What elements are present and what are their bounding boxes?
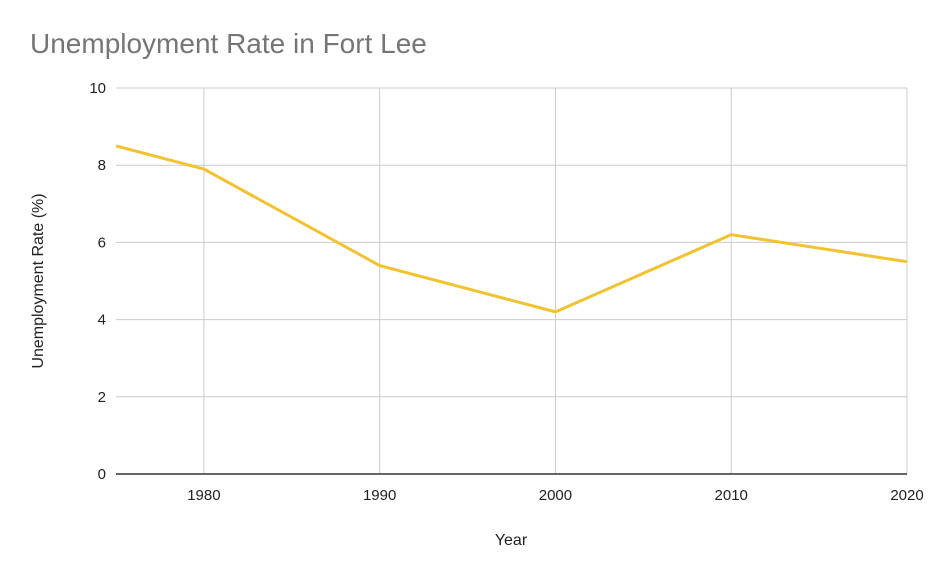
chart-title: Unemployment Rate in Fort Lee: [30, 28, 427, 59]
x-tick-label: 2000: [539, 487, 572, 504]
y-tick-label: 10: [89, 80, 106, 97]
series-group: [116, 146, 907, 312]
y-tick-label: 8: [98, 157, 106, 174]
x-axis-label: Year: [495, 532, 528, 549]
series-line: [116, 146, 907, 312]
y-tick-label: 4: [98, 312, 106, 329]
x-tick-label: 2010: [715, 487, 748, 504]
y-tick-label: 6: [98, 234, 106, 251]
y-tick-label: 2: [98, 389, 106, 406]
x-tick-label: 1980: [187, 487, 220, 504]
gridlines: [116, 88, 907, 474]
y-axis-label: Unemployment Rate (%): [30, 193, 47, 368]
x-tick-label: 1990: [363, 487, 396, 504]
x-axis-ticks: 1980 1990 2000 2010 2020: [187, 487, 923, 504]
y-axis-ticks: 0 2 4 6 8 10: [89, 80, 106, 483]
y-tick-label: 0: [98, 466, 106, 483]
x-tick-label: 2020: [890, 487, 923, 504]
